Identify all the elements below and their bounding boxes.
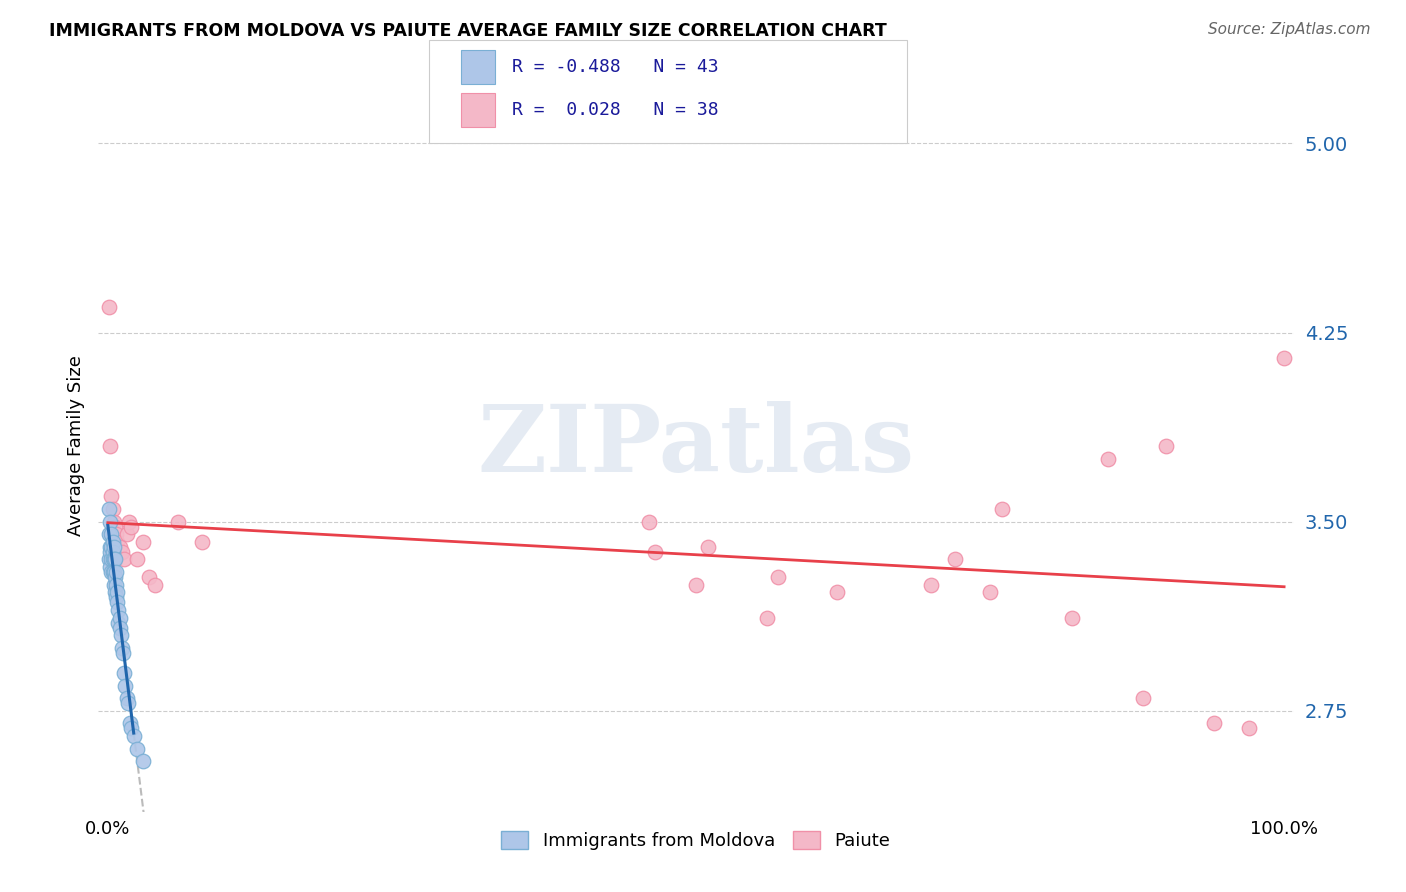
- Point: [127, 741, 149, 756]
- Point: [132, 754, 155, 768]
- Point: [120, 519, 142, 533]
- Point: [107, 603, 129, 617]
- Text: ZIPatlas: ZIPatlas: [478, 401, 914, 491]
- Y-axis label: Average Family Size: Average Family Size: [66, 356, 84, 536]
- Point: [120, 716, 142, 731]
- Point: [167, 515, 190, 529]
- Point: [98, 560, 121, 574]
- Point: [98, 439, 121, 453]
- Point: [111, 545, 134, 559]
- Point: [768, 570, 790, 584]
- Point: [991, 502, 1014, 516]
- Point: [1272, 351, 1295, 365]
- Point: [943, 552, 966, 566]
- Point: [115, 527, 138, 541]
- Point: [143, 578, 166, 592]
- Point: [100, 552, 122, 566]
- Point: [112, 665, 135, 680]
- Point: [104, 585, 127, 599]
- Point: [98, 527, 121, 541]
- Text: IMMIGRANTS FROM MOLDOVA VS PAIUTE AVERAGE FAMILY SIZE CORRELATION CHART: IMMIGRANTS FROM MOLDOVA VS PAIUTE AVERAG…: [49, 22, 887, 40]
- Point: [98, 300, 121, 314]
- Point: [108, 621, 131, 635]
- Point: [98, 540, 121, 554]
- Point: [638, 515, 661, 529]
- Point: [103, 515, 125, 529]
- Point: [696, 540, 718, 554]
- Point: [191, 534, 214, 549]
- Point: [105, 534, 128, 549]
- Point: [685, 578, 707, 592]
- Point: [979, 585, 1001, 599]
- Point: [98, 552, 121, 566]
- Point: [755, 610, 778, 624]
- Point: [108, 610, 131, 624]
- Point: [105, 527, 128, 541]
- Point: [1062, 610, 1084, 624]
- Point: [132, 534, 155, 549]
- Point: [1237, 722, 1260, 736]
- Point: [101, 534, 124, 549]
- Point: [825, 585, 848, 599]
- Point: [115, 691, 138, 706]
- Point: [103, 552, 125, 566]
- Point: [1156, 439, 1178, 453]
- Point: [122, 729, 145, 743]
- Text: Source: ZipAtlas.com: Source: ZipAtlas.com: [1208, 22, 1371, 37]
- Point: [103, 540, 125, 554]
- Point: [644, 545, 666, 559]
- Point: [127, 552, 149, 566]
- Point: [111, 640, 134, 655]
- Point: [101, 565, 124, 579]
- Point: [138, 570, 160, 584]
- Legend: Immigrants from Moldova, Paiute: Immigrants from Moldova, Paiute: [494, 823, 898, 857]
- Point: [105, 565, 128, 579]
- Point: [100, 565, 122, 579]
- Point: [103, 565, 125, 579]
- Point: [105, 591, 128, 605]
- Point: [105, 585, 128, 599]
- Point: [100, 527, 122, 541]
- Point: [108, 540, 131, 554]
- Point: [100, 540, 122, 554]
- Point: [98, 502, 121, 516]
- Point: [112, 646, 135, 660]
- Point: [114, 679, 136, 693]
- Point: [920, 578, 942, 592]
- Point: [101, 502, 124, 516]
- Point: [101, 552, 124, 566]
- Point: [98, 545, 121, 559]
- Point: [117, 696, 139, 710]
- Text: R = -0.488   N = 43: R = -0.488 N = 43: [512, 58, 718, 76]
- Point: [110, 628, 132, 642]
- Point: [1097, 451, 1119, 466]
- Point: [105, 578, 128, 592]
- Point: [104, 519, 127, 533]
- Point: [107, 615, 129, 630]
- Point: [120, 722, 142, 736]
- Point: [118, 515, 141, 529]
- Point: [112, 552, 135, 566]
- Point: [104, 552, 127, 566]
- Point: [1132, 691, 1154, 706]
- Point: [100, 490, 122, 504]
- Text: R =  0.028   N = 38: R = 0.028 N = 38: [512, 101, 718, 119]
- Point: [98, 515, 121, 529]
- Point: [103, 578, 125, 592]
- Point: [105, 595, 128, 609]
- Point: [104, 570, 127, 584]
- Point: [1202, 716, 1225, 731]
- Point: [101, 545, 124, 559]
